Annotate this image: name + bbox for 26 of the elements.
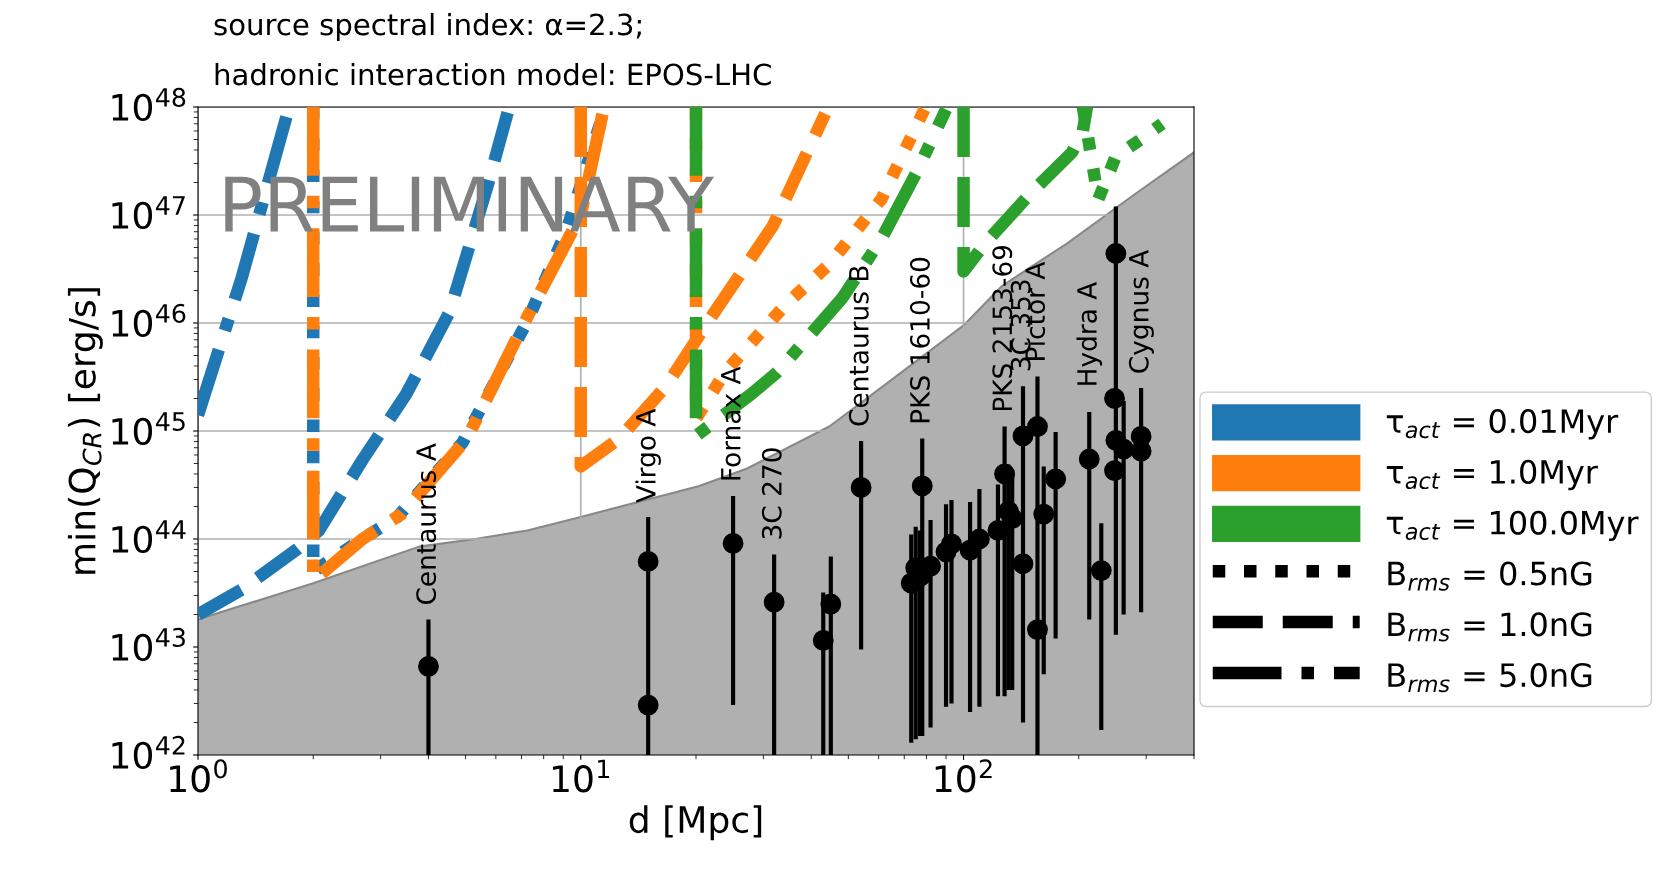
annotation: Virgo A — [635, 408, 661, 503]
annotation: Fornax A — [721, 366, 741, 480]
y-tick-label: 10$^{46}$ — [112, 303, 186, 337]
x-tick-label: 10$^{1}$ — [552, 759, 610, 793]
annotation: Hydra A — [1076, 281, 1103, 385]
text: τ$_{act}$ = 1.0Myr — [1386, 459, 1598, 491]
y-tick-label: 10$^{45}$ — [112, 412, 185, 445]
text: τ$_{act}$ = 100.0Myr — [1386, 510, 1639, 541]
chart-subtitle: hadronic interaction model: EPOS-LHC — [215, 62, 771, 86]
y-tick-label: 10$^{43}$ — [112, 627, 185, 661]
annotation: PKS 1610-60 — [909, 257, 930, 423]
annotation: Centaurus A — [416, 443, 437, 605]
x-axis-title: d [Mpc] — [629, 805, 762, 841]
text: B$_{rms}$ = 1.0nG — [1388, 612, 1592, 642]
y-tick-label: 10$^{48}$ — [112, 87, 186, 121]
text: τ$_{act}$ = 0.01Myr — [1386, 409, 1619, 440]
annotation: Centaurus B — [848, 266, 869, 426]
annotation: Cygnus A — [1128, 249, 1154, 373]
annotation: 3C 270 — [761, 448, 782, 539]
y-axis-title: min(Q$_{CR}$) [erg/s] — [67, 288, 103, 574]
x-tick-label: 10$^{2}$ — [935, 759, 992, 793]
text: B$_{rms}$ = 5.0nG — [1388, 663, 1592, 693]
chart-title: source spectral index: α=2.3; — [214, 12, 641, 42]
text: B$_{rms}$ = 0.5nG — [1388, 561, 1592, 591]
y-tick-label: 10$^{47}$ — [112, 196, 185, 229]
y-tick-label: 10$^{44}$ — [112, 520, 186, 553]
